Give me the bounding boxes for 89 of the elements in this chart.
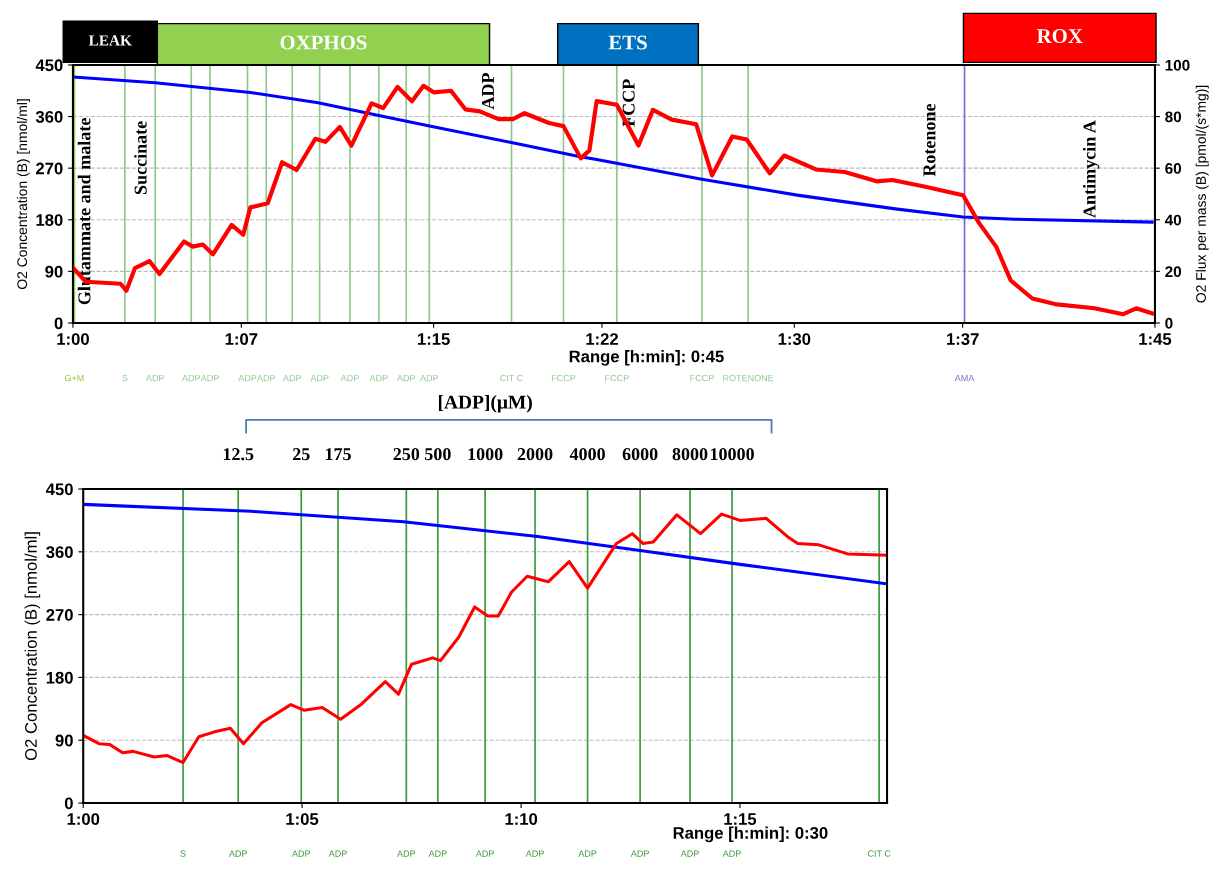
y-tick-label: 360 xyxy=(46,546,73,559)
y2-tick-label: 100 xyxy=(1165,59,1190,71)
x-tick-label: 1:30 xyxy=(778,333,811,345)
y-tick-label: 450 xyxy=(35,59,63,72)
text: 250 xyxy=(393,448,420,461)
ref-line-label: ADP xyxy=(475,850,494,857)
x-tick-label: 1:00 xyxy=(57,333,89,345)
ref-line-label: ADP xyxy=(200,374,219,382)
y-tick-label: 450 xyxy=(45,483,73,496)
annotation: Succinate xyxy=(134,121,147,195)
y-tick-label: 90 xyxy=(45,265,63,278)
y-tick-label: 360 xyxy=(35,110,63,123)
ref-line-label: ADP xyxy=(145,374,164,382)
ref-line-label: AMA xyxy=(954,374,975,382)
annotation: Rotenone xyxy=(923,103,936,177)
ref-line-label: ADP xyxy=(396,374,416,382)
ref-line-label: FCCP xyxy=(690,374,714,382)
y2-tick-label: 80 xyxy=(1165,111,1182,123)
x-tick-label: 1:10 xyxy=(505,813,538,825)
y2-axis-title: O2 Flux per mass (B) [pmol/(s*mg)] xyxy=(1195,85,1209,303)
x-tick-label: 1:07 xyxy=(225,333,258,345)
ref-line-label: CIT C xyxy=(867,850,891,857)
y-tick-label: 270 xyxy=(46,609,73,621)
x-tick-label: 1:37 xyxy=(947,333,979,345)
ref-line-label: ADP xyxy=(680,850,699,857)
x-tick-label: 1:15 xyxy=(724,813,757,825)
ref-line-label: ADP xyxy=(630,850,649,857)
text: LEAK xyxy=(88,35,132,46)
ref-line-label: ADP xyxy=(525,850,544,857)
annotation: ADP xyxy=(481,73,494,110)
y-tick-label: 0 xyxy=(64,797,73,810)
ref-line-label: ADP xyxy=(722,850,741,857)
ref-line-label: G+M xyxy=(64,374,84,382)
x-tick-label: 1:15 xyxy=(417,333,450,345)
y-axis-title: O2 Concentration (B) [nmol/ml] xyxy=(16,99,30,290)
annotation: Glutammate and malate xyxy=(77,118,91,305)
y2-tick-label: 0 xyxy=(1165,317,1173,329)
text: 12.5 xyxy=(223,448,254,461)
annotation: Antimycin A xyxy=(1082,120,1100,218)
ref-line-label: FCCP xyxy=(605,374,629,382)
line-series xyxy=(83,512,888,765)
ref-line-label: ADP xyxy=(328,850,347,857)
ref-line-label: CIT C xyxy=(500,374,523,382)
ref-line-label: S xyxy=(180,850,186,857)
ref-line-label: ADP xyxy=(578,850,597,857)
ref-line-label: ADP xyxy=(397,850,416,857)
y2-tick-label: 60 xyxy=(1165,163,1182,174)
ref-line-label: ADP xyxy=(228,850,248,857)
ref-line-label: ADP xyxy=(420,374,439,382)
x-axis-title: Range [h:min]: 0:45 xyxy=(569,350,724,366)
x-tick-label: 1:45 xyxy=(1139,333,1172,345)
ref-line-label: ADP xyxy=(257,374,276,382)
ref-line-label: S xyxy=(122,374,128,382)
line-series xyxy=(83,502,888,586)
y-tick-label: 180 xyxy=(36,214,63,226)
ref-line-label: ADP xyxy=(238,374,257,382)
text: ROX xyxy=(1036,29,1083,44)
x-tick-label: 1:22 xyxy=(586,333,618,345)
text: 1000 xyxy=(468,448,503,461)
x-tick-label: 1:05 xyxy=(286,813,319,825)
y-axis-title: O2 Concentration (B) [nmol/ml] xyxy=(24,532,41,761)
ref-line-label: ADP xyxy=(310,374,329,382)
text: ETS xyxy=(608,35,647,50)
text: 175 xyxy=(325,448,351,461)
y2-tick-label: 40 xyxy=(1164,214,1182,226)
text: 2000 xyxy=(517,448,553,461)
ref-line-label: ADP xyxy=(282,374,302,382)
y-tick-label: 90 xyxy=(55,734,73,747)
text: 8000 xyxy=(672,448,708,461)
ref-line-label: ADP xyxy=(428,850,447,857)
ref-line-label: ADP xyxy=(181,374,201,382)
ref-line-label: ROTENONE xyxy=(723,374,774,382)
ref-line-label: ADP xyxy=(369,374,388,382)
x-tick-label: 1:00 xyxy=(67,813,100,825)
text: 500 xyxy=(425,448,451,461)
text: 25 xyxy=(292,448,310,461)
ref-line-label: ADP xyxy=(340,374,359,382)
text: 4000 xyxy=(569,448,605,461)
y-tick-label: 180 xyxy=(46,671,73,684)
x-axis-title: Range [h:min]: 0:30 xyxy=(673,826,828,843)
y2-tick-label: 20 xyxy=(1165,266,1182,278)
text: 6000 xyxy=(622,448,658,461)
chart-title: [ADP](μM) xyxy=(438,394,532,413)
ref-line-label: ADP xyxy=(291,850,311,857)
y-tick-label: 0 xyxy=(54,317,63,330)
text: 10000 xyxy=(710,448,754,461)
text: OXPHOS xyxy=(280,35,367,50)
y-tick-label: 270 xyxy=(36,162,63,175)
ref-line-label: FCCP xyxy=(551,374,576,382)
